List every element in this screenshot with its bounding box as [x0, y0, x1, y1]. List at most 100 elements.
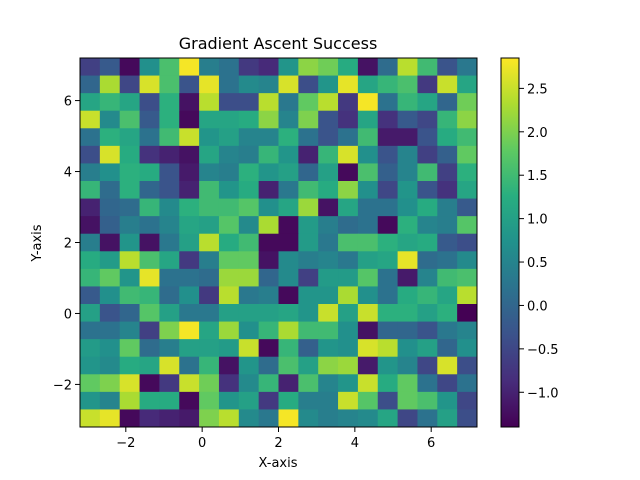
- heatmap-cell: [397, 286, 418, 305]
- heatmap-cell: [338, 409, 359, 428]
- heatmap-cell: [298, 93, 319, 112]
- heatmap-cell: [238, 374, 260, 393]
- heatmap-cell: [298, 75, 319, 94]
- heatmap-cell: [417, 93, 438, 112]
- heatmap-cell: [139, 321, 160, 340]
- heatmap-cell: [199, 339, 220, 358]
- heatmap-cell: [159, 145, 180, 164]
- heatmap-cell: [179, 93, 200, 112]
- heatmap-cell: [278, 93, 299, 112]
- heatmap-cell: [218, 251, 240, 270]
- heatmap-cell: [357, 251, 379, 270]
- heatmap-cell: [417, 356, 438, 375]
- heatmap-cell: [218, 93, 240, 112]
- heatmap-cell: [179, 304, 200, 323]
- heatmap-cell: [457, 110, 478, 129]
- heatmap-cell: [397, 181, 418, 200]
- heatmap-cell: [377, 268, 399, 287]
- colorbar-tick-label: 1.0: [527, 213, 548, 228]
- heatmap-cell: [298, 286, 319, 305]
- heatmap-cell: [278, 198, 299, 217]
- heatmap-cell: [397, 198, 418, 217]
- heatmap-cell: [457, 163, 478, 182]
- heatmap-cell: [437, 339, 458, 358]
- heatmap-cell: [457, 233, 478, 252]
- heatmap-cell: [397, 233, 418, 252]
- heatmap-cell: [278, 145, 299, 164]
- heatmap-cell: [437, 145, 458, 164]
- heatmap-cell: [159, 304, 180, 323]
- heatmap-cell: [318, 391, 339, 410]
- heatmap-cell: [119, 391, 141, 410]
- heatmap-cell: [298, 409, 319, 428]
- heatmap-cell: [278, 251, 299, 270]
- heatmap-cell: [377, 198, 399, 217]
- heatmap-cell: [119, 304, 141, 323]
- y-tick-label: 2: [64, 237, 72, 252]
- heatmap-cell: [80, 163, 101, 182]
- x-tick-label: −2: [116, 436, 135, 451]
- heatmap-cell: [437, 93, 458, 112]
- heatmap-cell: [139, 163, 160, 182]
- heatmap-cell: [238, 58, 260, 77]
- heatmap-cell: [437, 110, 458, 129]
- heatmap-cell: [80, 93, 101, 112]
- heatmap-cell: [278, 58, 299, 77]
- heatmap-cell: [318, 251, 339, 270]
- heatmap-cell: [298, 268, 319, 287]
- heatmap-cell: [99, 268, 121, 287]
- heatmap-cell: [338, 145, 359, 164]
- heatmap-cell: [159, 181, 180, 200]
- heatmap-cell: [139, 145, 160, 164]
- x-axis-label: X-axis: [259, 456, 298, 471]
- heatmap-cell: [278, 233, 299, 252]
- heatmap-cell: [139, 268, 160, 287]
- heatmap-cell: [338, 251, 359, 270]
- heatmap-cell: [457, 216, 478, 235]
- heatmap-cell: [258, 391, 279, 410]
- heatmap-cell: [357, 409, 379, 428]
- heatmap-cell: [218, 339, 240, 358]
- heatmap-cell: [377, 58, 399, 77]
- heatmap-cell: [119, 181, 141, 200]
- heatmap-cell: [357, 339, 379, 358]
- heatmap-cell: [457, 145, 478, 164]
- heatmap-cell: [199, 75, 220, 94]
- colorbar-tick-label: 0.0: [527, 299, 548, 314]
- heatmap-cell: [80, 145, 101, 164]
- heatmap-cell: [258, 251, 279, 270]
- heatmap-cell: [437, 409, 458, 428]
- heatmap-cell: [80, 409, 101, 428]
- heatmap-cell: [457, 181, 478, 200]
- heatmap-cell: [437, 286, 458, 305]
- heatmap-cell: [298, 181, 319, 200]
- heatmap-cell: [417, 339, 438, 358]
- heatmap-cell: [278, 128, 299, 147]
- heatmap-cell: [397, 145, 418, 164]
- heatmap-cell: [179, 374, 200, 393]
- heatmap-cell: [199, 374, 220, 393]
- heatmap-cell: [417, 391, 438, 410]
- heatmap-cell: [238, 268, 260, 287]
- heatmap-cell: [258, 216, 279, 235]
- heatmap-cell: [179, 356, 200, 375]
- heatmap-cell: [258, 233, 279, 252]
- heatmap-cell: [159, 58, 180, 77]
- heatmap-cell: [357, 181, 379, 200]
- heatmap-cell: [417, 409, 438, 428]
- heatmap-cell: [80, 339, 101, 358]
- heatmap-cell: [397, 339, 418, 358]
- heatmap-cell: [258, 163, 279, 182]
- heatmap-cell: [179, 339, 200, 358]
- heatmap-cell: [357, 163, 379, 182]
- heatmap-cell: [417, 145, 438, 164]
- heatmap-cell: [199, 93, 220, 112]
- heatmap-cell: [139, 304, 160, 323]
- heatmap-cell: [298, 233, 319, 252]
- heatmap-cell: [159, 251, 180, 270]
- heatmap-cell: [377, 233, 399, 252]
- heatmap-cell: [338, 58, 359, 77]
- x-tick-label: 6: [427, 436, 435, 451]
- heatmap-cell: [179, 145, 200, 164]
- heatmap-cell: [238, 286, 260, 305]
